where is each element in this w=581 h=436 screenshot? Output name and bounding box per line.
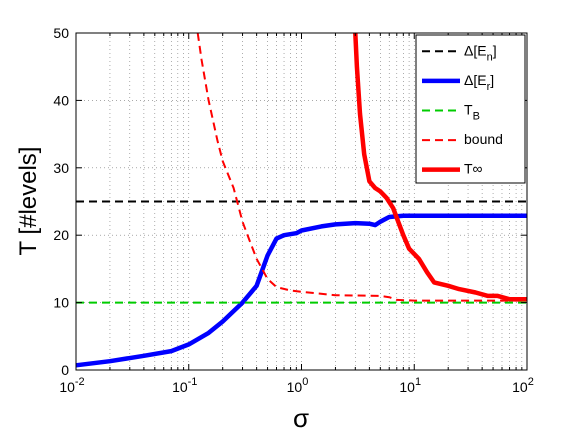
series-layer xyxy=(75,32,527,368)
y-tick-label: 20 xyxy=(53,227,69,243)
legend-label-2: TB xyxy=(464,101,480,122)
y-tick-label: 10 xyxy=(53,295,69,311)
legend-label-4: T∞ xyxy=(464,161,483,177)
series-line-1 xyxy=(75,213,527,368)
y-tick-label: 0 xyxy=(61,362,69,378)
series-line-3 xyxy=(196,32,527,302)
y-axis-label: T [#levels] xyxy=(15,147,42,256)
x-tick-label: 10-2 xyxy=(59,376,84,395)
y-tick-label: 50 xyxy=(53,25,69,41)
x-axis-label: σ xyxy=(293,403,309,433)
legend-box xyxy=(415,34,526,184)
legend-label-0: Δ[En] xyxy=(464,42,497,63)
x-tick-label: 102 xyxy=(512,376,534,395)
x-tick-label: 10-1 xyxy=(172,376,197,395)
legend-label-3: bound xyxy=(464,131,503,147)
series-line-4 xyxy=(353,32,527,302)
legend: Δ[En] Δ[Er] TB bound T∞ xyxy=(415,34,526,184)
x-tick-label: 101 xyxy=(399,376,421,395)
y-tick-label: 40 xyxy=(53,92,69,108)
legend-label-1: Δ[Er] xyxy=(464,72,494,93)
y-tick-label: 30 xyxy=(53,160,69,176)
x-tick-label: 100 xyxy=(287,376,309,395)
